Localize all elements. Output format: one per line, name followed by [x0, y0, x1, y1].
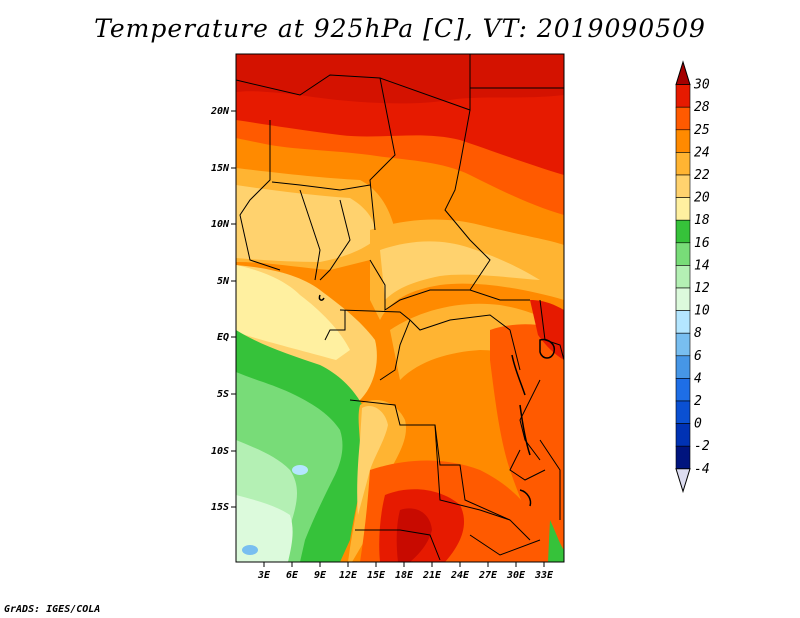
colorbar-label: 14: [694, 258, 710, 273]
lon-axis: [263, 562, 545, 567]
lon-label: 33E: [534, 570, 554, 581]
colorbar-label: 28: [694, 100, 710, 115]
colorbar-bottom-arrow: [675, 468, 691, 494]
grads-credit: GrADS: IGES/COLA: [4, 604, 101, 615]
lon-label: 24E: [450, 570, 470, 581]
colorbar-swatch: [675, 106, 691, 131]
lat-label: 5N: [217, 276, 230, 287]
lon-label: 3E: [257, 570, 271, 581]
colorbar-label: 16: [694, 236, 710, 251]
lon-label: 12E: [339, 570, 358, 581]
lat-label: 5S: [217, 389, 229, 400]
colorbar-swatch: [675, 400, 691, 424]
colorbar-swatch: [675, 310, 691, 334]
colorbar-swatch: [675, 332, 691, 357]
lon-label: 27E: [478, 570, 498, 581]
colorbar-label: 30: [693, 78, 710, 93]
colorbar-swatch: [675, 174, 691, 198]
colorbar-swatch: [675, 84, 691, 108]
lon-label: 9E: [314, 570, 327, 581]
lat-label: EQ: [217, 332, 229, 343]
lat-label: 15S: [211, 502, 229, 513]
colorbar-label: 4: [694, 371, 702, 386]
map-frame: [235, 53, 565, 563]
colorbar-label: 25: [694, 123, 710, 138]
lon-label: 6E: [286, 570, 299, 581]
colorbar-label: 18: [694, 213, 710, 228]
colorbar-label: -2: [694, 439, 710, 454]
lat-labels: 20N 15N 10N 5N EQ 5S 10S 15S: [210, 106, 230, 513]
lat-label: 20N: [210, 106, 230, 117]
colorbar-label: -4: [694, 462, 710, 477]
colorbar-label: 10: [694, 304, 710, 319]
colorbar-swatch: [675, 355, 691, 379]
lon-label: 18E: [395, 570, 414, 581]
colorbar-swatch: [675, 423, 691, 447]
country-borders: [236, 54, 564, 561]
colorbar-swatch: [675, 242, 691, 266]
colorbar-label: 2: [694, 394, 702, 409]
lon-labels: 3E 6E 9E 12E 15E 18E 21E 24E 27E 30E 33E: [257, 570, 554, 581]
plot-title: Temperature at 925hPa [C], VT: 201909050…: [94, 14, 706, 43]
colorbar-swatch: [675, 152, 691, 176]
colorbar-swatch: [675, 287, 691, 311]
lon-label: 15E: [367, 570, 386, 581]
colorbar-swatch: [675, 378, 691, 402]
colorbar-label: 6: [694, 349, 702, 364]
temperature-field: [236, 54, 564, 562]
lat-label: 10S: [211, 446, 229, 457]
colorbar-swatch: [675, 265, 691, 289]
lat-label: 10N: [211, 219, 230, 230]
colorbar-top-arrow: [675, 60, 691, 86]
colorbar-label: 12: [694, 281, 710, 296]
colorbar-label: 24: [694, 145, 710, 160]
lakes: [318, 294, 556, 507]
colorbar-swatch: [675, 197, 691, 221]
lon-label: 30E: [506, 570, 526, 581]
lat-label: 15N: [211, 163, 230, 174]
colorbar-label: 0: [694, 417, 702, 432]
colorbar-swatch: [675, 445, 691, 470]
lat-axis: [231, 110, 236, 508]
colorbar-label: 22: [694, 168, 710, 183]
colorbar-swatch: [675, 219, 691, 244]
colorbar-swatch: [675, 129, 691, 153]
colorbar-label: 20: [694, 191, 710, 206]
colorbar-label: 8: [694, 326, 702, 341]
lon-label: 21E: [422, 570, 442, 581]
